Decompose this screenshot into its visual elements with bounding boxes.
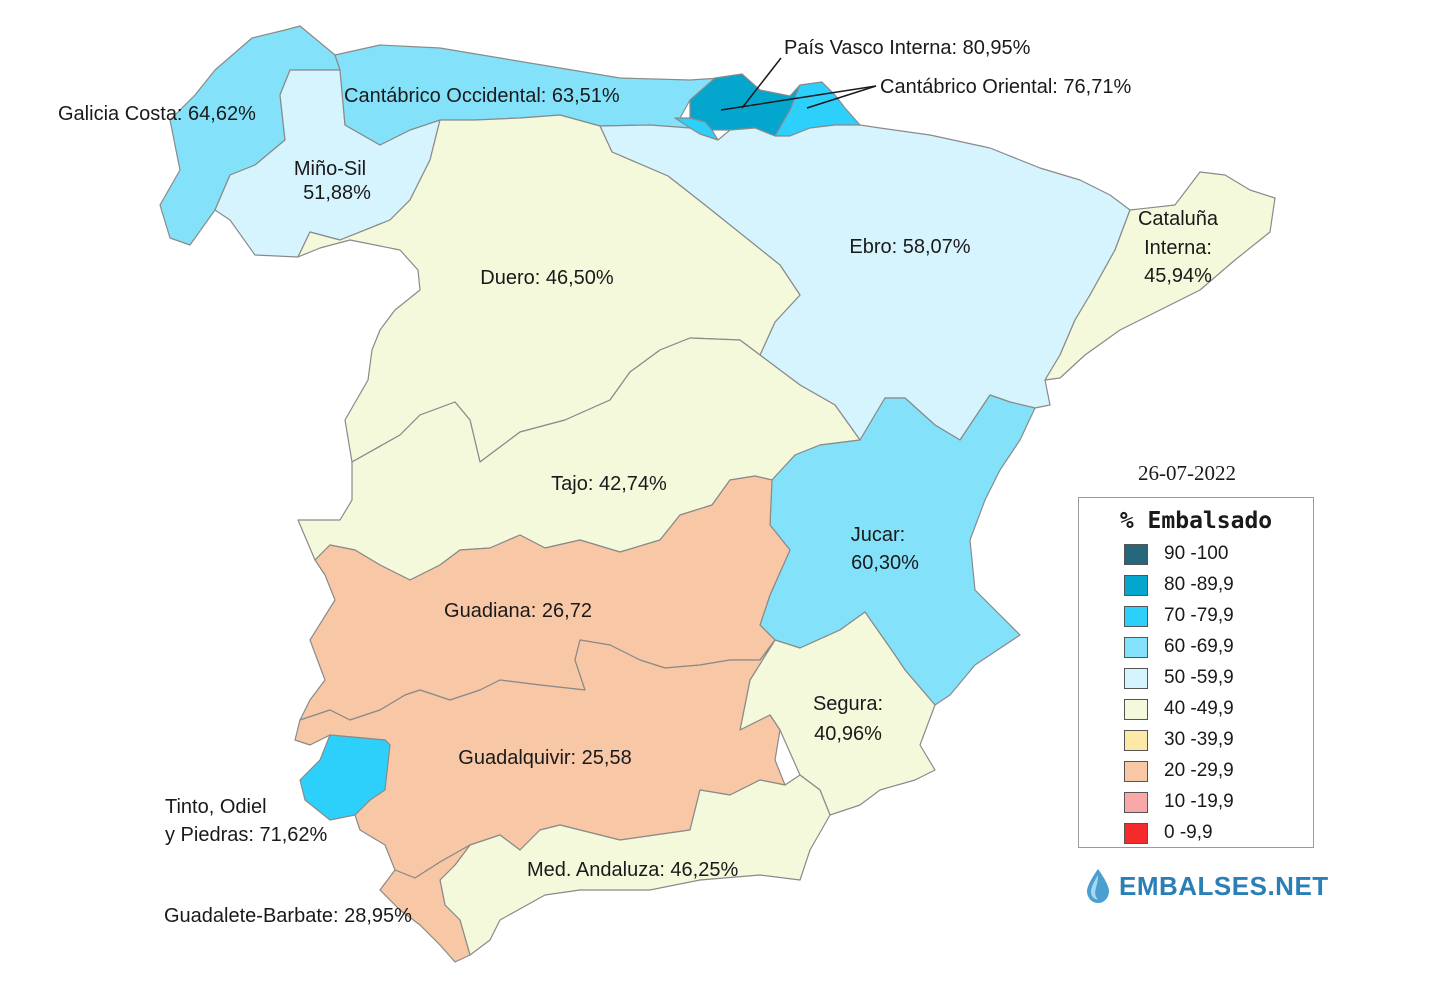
basin-guadalete-barbate (379, 844, 471, 963)
legend-item: 90 -100 (1124, 542, 1228, 566)
legend-item: 20 -29,9 (1124, 759, 1234, 783)
label-mino-sil: 51,88% (303, 182, 371, 204)
legend-swatch (1124, 543, 1148, 565)
legend-swatch (1124, 636, 1148, 658)
legend-range-label: 10 -19,9 (1164, 791, 1234, 812)
brand-logo: EMBALSES.NET (1085, 866, 1329, 906)
label-guadiana: Guadiana: 26,72 (444, 600, 592, 622)
map-date: 26-07-2022 (1138, 461, 1236, 485)
legend-range-label: 80 -89,9 (1164, 574, 1234, 595)
label-tinto-odiel-piedras: y Piedras: 71,62% (165, 824, 328, 846)
water-drop-icon (1087, 869, 1109, 903)
legend-range-label: 50 -59,9 (1164, 667, 1234, 688)
basin-tinto-odiel-piedras (299, 734, 391, 821)
label-cantabrico-oriental: Cantábrico Oriental: 76,71% (880, 76, 1131, 98)
legend-swatch (1124, 791, 1148, 813)
label-segura: Segura: (813, 693, 883, 715)
label-guadalquivir: Guadalquivir: 25,58 (458, 747, 631, 769)
legend-swatch (1124, 760, 1148, 782)
label-cataluna-interna: 45,94% (1144, 265, 1212, 287)
legend-item: 30 -39,9 (1124, 728, 1234, 752)
legend-range-label: 60 -69,9 (1164, 636, 1234, 657)
legend-title: % Embalsado (1119, 508, 1273, 534)
label-jucar: Jucar: (851, 524, 905, 546)
label-ebro: Ebro: 58,07% (849, 236, 970, 258)
legend-item: 0 -9,9 (1124, 821, 1213, 845)
brand-name: EMBALSES.NET (1119, 870, 1329, 901)
legend-item: 40 -49,9 (1124, 697, 1234, 721)
legend-item: 70 -79,9 (1124, 604, 1234, 628)
leader-pais-vasco-interna (741, 57, 782, 109)
basin-cataluna-interna (1044, 171, 1276, 381)
legend-item: 80 -89,9 (1124, 573, 1234, 597)
legend-swatch (1124, 605, 1148, 627)
label-cataluna-interna: Cataluña (1138, 208, 1219, 230)
legend-range-label: 30 -39,9 (1164, 729, 1234, 750)
legend-swatch (1124, 667, 1148, 689)
legend-range-label: 20 -29,9 (1164, 760, 1234, 781)
leader-cantabrico-oriental-b (806, 85, 877, 109)
legend-swatch (1124, 822, 1148, 844)
label-pais-vasco-interna: País Vasco Interna: 80,95% (784, 37, 1031, 59)
legend-range-label: 90 -100 (1164, 543, 1229, 564)
legend: % Embalsado 90 -100 80 -89,9 70 -79,9 60 -6… (1078, 497, 1314, 848)
legend-item: 10 -19,9 (1124, 790, 1234, 814)
legend-swatch (1124, 729, 1148, 751)
label-cataluna-interna: Interna: (1144, 237, 1212, 259)
legend-range-label: 70 -79,9 (1164, 605, 1234, 626)
label-duero: Duero: 46,50% (480, 267, 614, 289)
label-tinto-odiel-piedras: Tinto, Odiel (165, 796, 267, 818)
label-jucar: 60,30% (851, 552, 919, 574)
legend-range-label: 0 -9,9 (1164, 822, 1213, 843)
basin-guadalquivir (294, 639, 786, 879)
label-med-andaluza: Med. Andaluza: 46,25% (527, 859, 738, 881)
legend-swatch (1124, 698, 1148, 720)
legend-range-label: 40 -49,9 (1164, 698, 1234, 719)
label-galicia-costa: Galicia Costa: 64,62% (58, 103, 256, 125)
leader-cantabrico-oriental-a (720, 85, 877, 111)
label-cantabrico-occidental: Cantábrico Occidental: 63,51% (344, 85, 620, 107)
label-guadalete-barbate: Guadalete-Barbate: 28,95% (164, 905, 412, 927)
label-mino-sil: Miño-Sil (294, 158, 366, 180)
legend-item: 60 -69,9 (1124, 635, 1234, 659)
label-segura: 40,96% (814, 723, 882, 745)
legend-item: 50 -59,9 (1124, 666, 1234, 690)
label-tajo: Tajo: 42,74% (551, 473, 667, 495)
legend-swatch (1124, 574, 1148, 596)
